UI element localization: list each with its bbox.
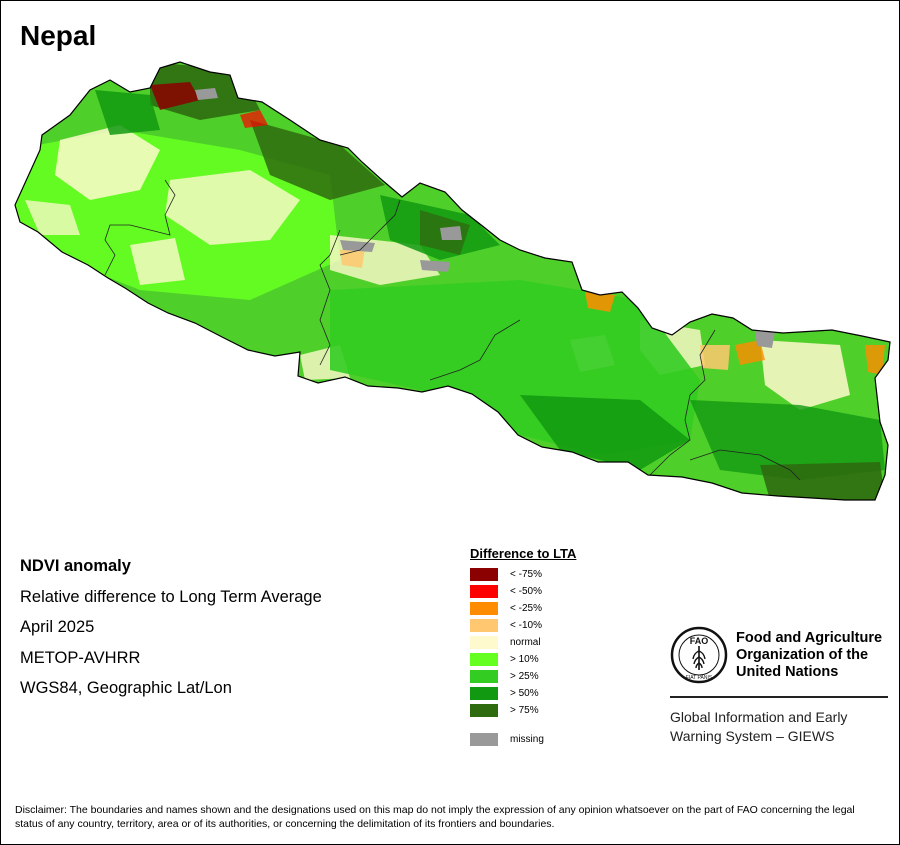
legend-item: > 10% (470, 651, 576, 668)
legend: Difference to LTA < -75% < -50% < -25% < -1… (470, 546, 576, 748)
legend-label: > 10% (510, 654, 539, 665)
map-title: Nepal (20, 20, 97, 51)
legend-item: > 75% (470, 702, 576, 719)
fao-branding: FAO FIAT PANIS Food and Agriculture Orga… (670, 626, 888, 746)
legend-item: normal (470, 634, 576, 651)
legend-item: > 25% (470, 668, 576, 685)
legend-label: > 50% (510, 688, 539, 699)
giews-line: Global Information and Early (670, 709, 848, 725)
legend-item: < -75% (470, 566, 576, 583)
legend-item: < -25% (470, 600, 576, 617)
legend-swatch (470, 733, 498, 746)
ndvi-anomaly-layer (15, 62, 885, 500)
legend-swatch (470, 653, 498, 666)
giews-label: Global Information and Early Warning Sys… (670, 708, 888, 746)
disclaimer: Disclaimer: The boundaries and names sho… (15, 804, 855, 830)
nepal-ndvi-map (14, 61, 891, 501)
giews-line: Warning System – GIEWS (670, 728, 835, 744)
fao-emblem-letters: FAO (690, 636, 709, 646)
legend-item: < -50% (470, 583, 576, 600)
legend-label: normal (510, 637, 541, 648)
legend-swatch (470, 585, 498, 598)
product-description: Relative difference to Long Term Average (20, 587, 322, 606)
legend-label: < -50% (510, 586, 542, 597)
legend-label: < -25% (510, 603, 542, 614)
product-heading: NDVI anomaly (20, 557, 131, 575)
legend-label: < -75% (510, 569, 542, 580)
legend-swatch (470, 670, 498, 683)
nepal-border (14, 61, 891, 501)
legend-item: > 50% (470, 685, 576, 702)
legend-swatch (470, 704, 498, 717)
legend-label: missing (510, 734, 544, 745)
divider (670, 696, 888, 698)
legend-swatch (470, 687, 498, 700)
fao-emblem-icon: FAO FIAT PANIS (670, 626, 728, 684)
legend-swatch (470, 602, 498, 615)
product-date: April 2025 (20, 618, 95, 636)
product-projection: WGS84, Geographic Lat/Lon (20, 679, 232, 697)
fao-emblem-motto: FIAT PANIS (686, 675, 713, 681)
legend-label: < -10% (510, 620, 542, 631)
product-sensor: METOP-AVHRR (20, 648, 141, 667)
legend-swatch (470, 619, 498, 632)
legend-title: Difference to LTA (470, 546, 577, 561)
legend-item: < -10% (470, 617, 576, 634)
fao-name-line: Food and Agriculture (736, 629, 883, 646)
legend-swatch (470, 636, 498, 649)
map-info: NDVI anomaly Relative difference to Long… (20, 551, 322, 704)
province-boundaries (104, 179, 801, 481)
legend-swatch (470, 568, 498, 581)
legend-label: > 25% (510, 671, 539, 682)
fao-name-line: Organization of the (736, 646, 869, 663)
legend-label: > 75% (510, 705, 539, 716)
legend-item-missing: missing (470, 731, 576, 748)
fao-name: Food and Agriculture Organization of the… (736, 630, 882, 681)
fao-name-line: United Nations (736, 663, 839, 680)
